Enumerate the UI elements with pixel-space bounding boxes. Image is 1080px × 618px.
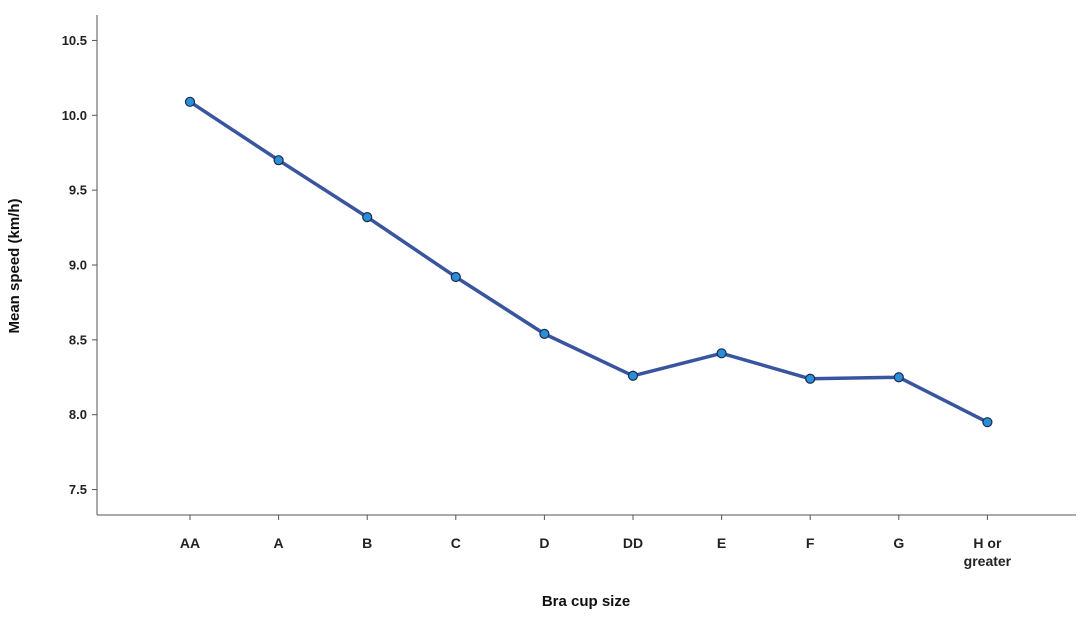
x-tick-label: A bbox=[274, 535, 284, 551]
y-axis-title: Mean speed (km/h) bbox=[6, 198, 23, 333]
x-tick-label: AA bbox=[180, 535, 200, 551]
x-tick-label: C bbox=[451, 535, 461, 551]
data-point bbox=[982, 417, 993, 428]
y-tick-label: 9.0 bbox=[69, 258, 87, 273]
x-tick-label: B bbox=[362, 535, 372, 551]
data-point bbox=[716, 348, 727, 359]
series-line bbox=[188, 100, 990, 424]
data-point bbox=[450, 271, 461, 283]
data-point bbox=[273, 155, 284, 166]
y-tick-label: 10.0 bbox=[62, 108, 87, 123]
data-point bbox=[184, 96, 196, 107]
y-axis-ticks: 7.5 8.0 8.5 9.0 9.5 10.0 10.5 bbox=[62, 33, 97, 497]
data-point bbox=[893, 372, 904, 383]
x-axis-ticks: AA A B C D DD E F G H or greater bbox=[180, 515, 1012, 569]
x-tick-label: H or greater bbox=[964, 535, 1012, 569]
data-point bbox=[627, 370, 639, 381]
y-tick-label: 10.5 bbox=[62, 33, 87, 48]
data-point bbox=[362, 211, 373, 223]
x-tick-label: F bbox=[806, 535, 815, 551]
y-tick-label: 8.5 bbox=[69, 332, 87, 347]
data-point bbox=[805, 373, 816, 384]
x-tick-label: D bbox=[539, 535, 549, 551]
x-tick-label: G bbox=[893, 535, 904, 551]
x-tick-label: E bbox=[717, 535, 726, 551]
y-tick-label: 9.5 bbox=[69, 183, 87, 198]
y-tick-label: 8.0 bbox=[69, 407, 87, 422]
data-point bbox=[539, 328, 550, 339]
x-tick-label: DD bbox=[623, 535, 643, 551]
x-axis-title: Bra cup size bbox=[542, 593, 630, 610]
axes bbox=[96, 15, 1076, 516]
series-layer bbox=[184, 96, 993, 428]
y-tick-label: 7.5 bbox=[69, 482, 87, 497]
